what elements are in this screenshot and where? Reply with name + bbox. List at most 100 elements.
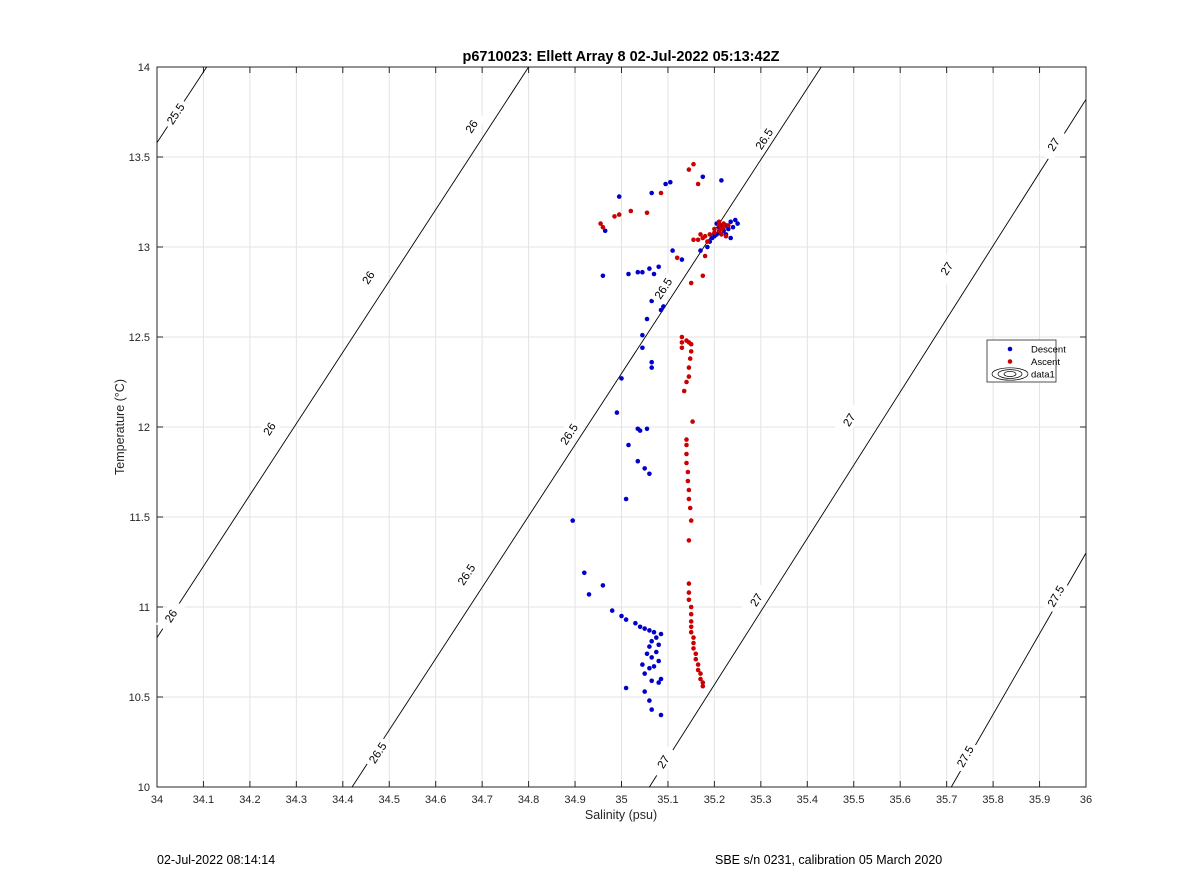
ascent-point — [726, 223, 731, 228]
descent-point — [730, 224, 736, 230]
contour-label-bg — [156, 599, 186, 633]
legend-marker — [1007, 346, 1013, 352]
contour-label-bg — [931, 251, 962, 286]
ascent-point — [679, 334, 685, 340]
legend-contour-icon — [991, 367, 1029, 381]
ascent-point — [712, 230, 717, 235]
ascent-point — [658, 190, 664, 196]
ascent-point — [693, 651, 699, 657]
descent-point — [649, 638, 654, 644]
contour-label-text: 27 — [1046, 136, 1063, 153]
descent-point — [623, 617, 629, 622]
ascent-point — [688, 629, 694, 635]
x-tick-label: 36 — [1080, 794, 1092, 806]
x-tick-label: 34.9 — [564, 794, 585, 806]
descent-point — [649, 190, 654, 196]
ascent-point — [686, 538, 692, 543]
descent-point — [619, 613, 624, 619]
ascent-point — [679, 345, 685, 351]
x-tick-label: 34.5 — [379, 794, 400, 806]
descent-point — [640, 332, 645, 338]
descent-point — [649, 707, 654, 712]
descent-point — [647, 471, 652, 477]
ascent-point — [721, 224, 726, 230]
descent-point — [679, 257, 685, 262]
ascent-point — [688, 624, 694, 630]
contour-label-bg — [254, 411, 285, 446]
descent-point — [705, 244, 710, 250]
descent-point — [651, 664, 657, 669]
descent-point — [609, 608, 615, 613]
descent-point — [663, 181, 668, 187]
descent-point — [647, 644, 652, 649]
descent-point — [654, 649, 659, 655]
ascent-point — [686, 496, 692, 502]
ascent-point — [688, 518, 694, 523]
contour-label-bg — [834, 402, 864, 437]
y-axis-label: Temperature (°C) — [113, 379, 127, 475]
x-tick-label: 34.7 — [471, 794, 492, 806]
ascent-point — [686, 365, 692, 370]
y-tick-label: 11.5 — [129, 512, 150, 524]
ascent-point — [644, 210, 650, 216]
ascent-point — [628, 208, 634, 214]
descent-point — [661, 304, 666, 309]
contour-label-text: 27 — [749, 592, 766, 609]
descent-point — [649, 678, 654, 684]
x-tick-label: 35.9 — [1029, 794, 1050, 806]
ascent-point — [688, 619, 694, 624]
descent-point — [651, 629, 657, 635]
ascent-point — [700, 680, 706, 685]
y-tick-label: 13.5 — [129, 152, 150, 164]
ascent-point — [686, 597, 692, 603]
descent-point — [642, 626, 647, 631]
y-tick-label: 14 — [138, 62, 150, 74]
x-tick-label: 35 — [615, 794, 627, 806]
x-tick-label: 34.6 — [425, 794, 446, 806]
legend-label: Ascent — [1031, 357, 1060, 368]
ascent-point — [693, 656, 699, 662]
ascent-point — [687, 356, 693, 361]
contour-label-text: 26 — [262, 421, 279, 438]
contour-label-bg — [456, 109, 487, 144]
contour-label-bg — [554, 417, 584, 452]
contour-label: 27 — [834, 402, 864, 437]
contour-label: 26 — [456, 109, 487, 144]
descent-point — [733, 217, 738, 223]
grid — [156, 66, 1087, 788]
ascent-point — [686, 581, 692, 586]
legend-marker — [1007, 359, 1013, 364]
contour-label-text: 27 — [939, 261, 956, 278]
x-tick-label: 34.1 — [193, 794, 214, 806]
contour-line-26 — [156, 66, 529, 638]
footer-calibration: SBE s/n 0231, calibration 05 March 2020 — [715, 853, 943, 867]
ascent-point — [695, 667, 701, 673]
ascent-point — [686, 590, 692, 595]
ascent-point — [719, 232, 724, 237]
descent-point — [586, 592, 592, 597]
descent-point — [644, 426, 650, 432]
descent-point — [642, 689, 647, 694]
ascent-point — [700, 273, 706, 279]
ascent-point — [707, 232, 713, 237]
y-tick-label: 11 — [139, 602, 150, 614]
descent-point — [656, 680, 661, 685]
x-tick-label: 35.8 — [982, 794, 1003, 806]
descent-point — [698, 248, 703, 253]
plot-frame — [156, 66, 1087, 788]
ascent-point — [695, 237, 701, 243]
descent-point — [637, 624, 643, 630]
legend-contour-icon — [1003, 371, 1017, 377]
axes: 34 34.1 34.2 34.3 34.4 34.5 34.6 34.7 34.8 34.9 35… — [129, 62, 1093, 806]
descent-point — [656, 658, 661, 664]
x-tick-label: 35.7 — [936, 794, 957, 806]
x-tick-label: 35.5 — [843, 794, 864, 806]
descent-point — [582, 570, 587, 576]
descent-point — [656, 264, 661, 270]
descent-point — [651, 271, 657, 277]
contour-label-bg — [160, 96, 191, 131]
descent-point — [640, 345, 645, 351]
ascent-point — [684, 460, 689, 466]
